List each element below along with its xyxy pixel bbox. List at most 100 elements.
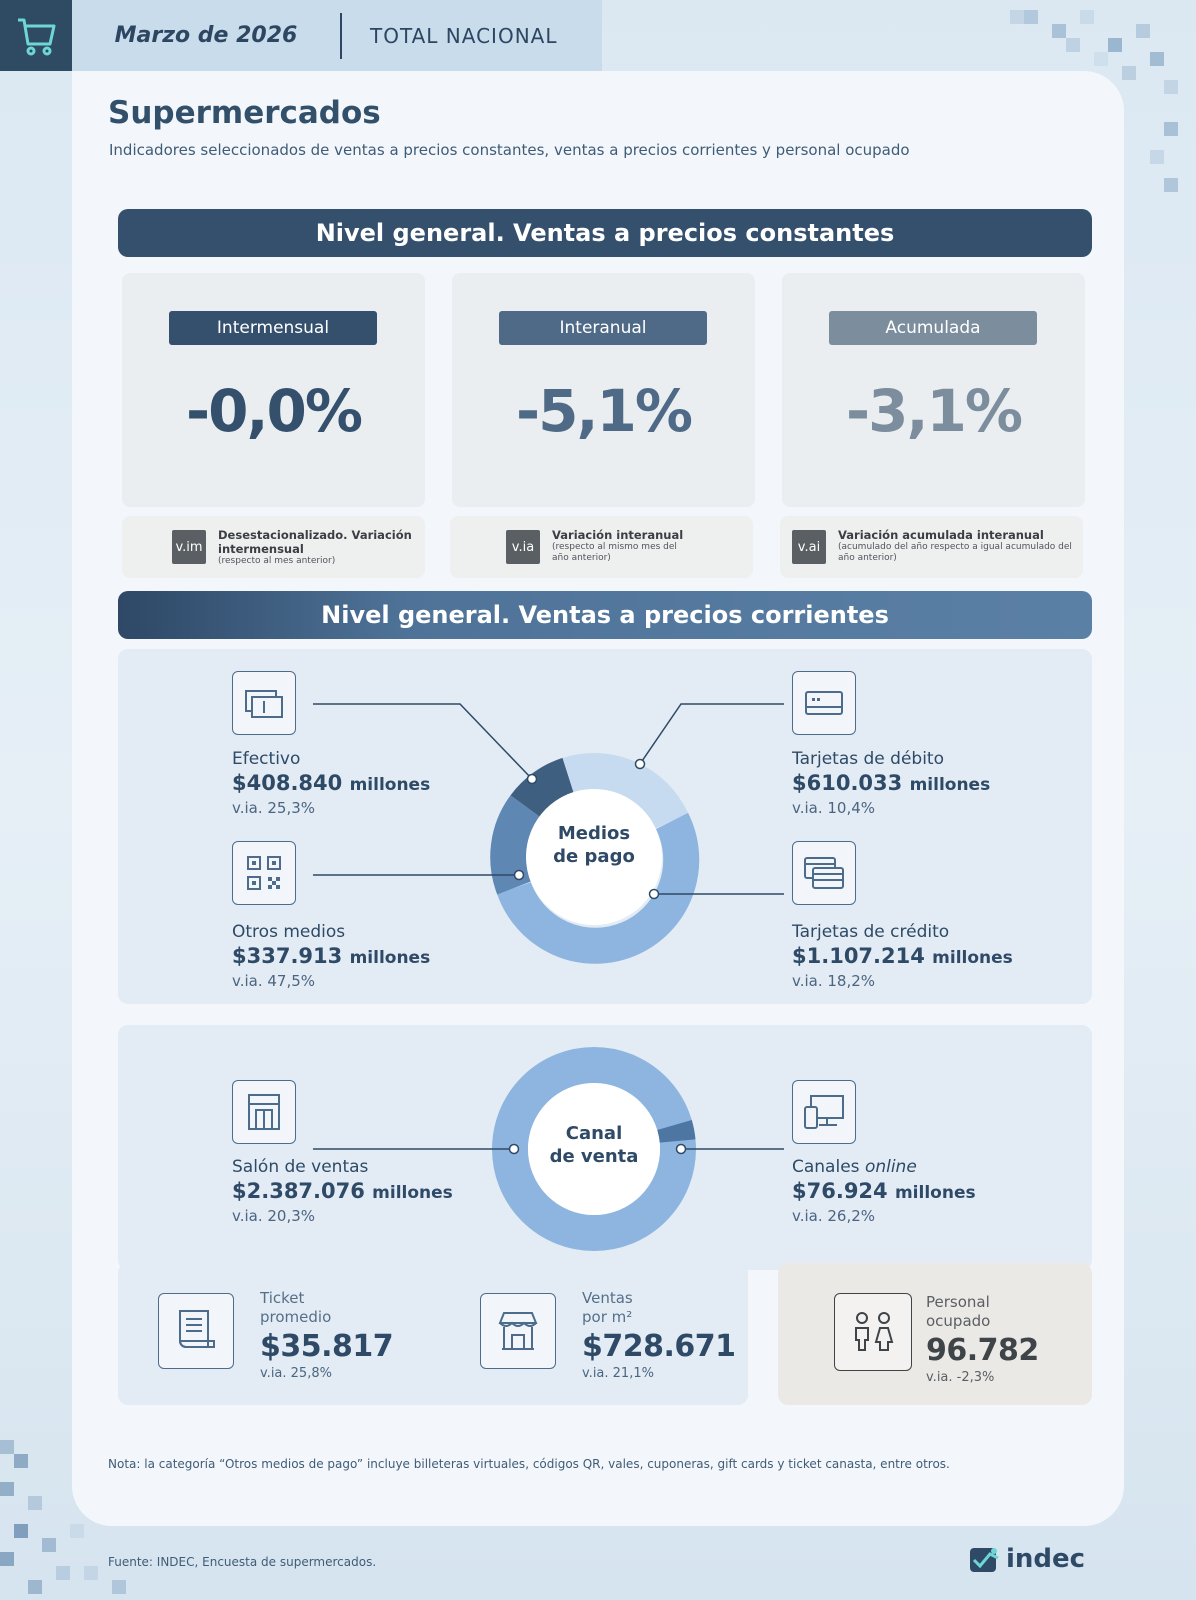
item-value: $1.107.214 — [792, 944, 925, 968]
main-card: Supermercados Indicadores seleccionados … — [72, 71, 1124, 1526]
kpi-card-acumulada: Acumulada -3,1% — [782, 273, 1085, 507]
kpi-value: -0,0% — [186, 377, 363, 445]
item-variation: v.ia. 26,2% — [792, 1207, 876, 1225]
stat-variation: v.ia. 25,8% — [260, 1366, 332, 1381]
legend-via: v.ia Variación interanual (respecto al m… — [450, 516, 753, 578]
qr-code-icon-box — [232, 841, 296, 905]
indec-logo: indec — [968, 1544, 1085, 1574]
legend-main: Variación interanual — [552, 528, 684, 542]
payment-item-otros: Otros medios $337.913 millones v.ia. 47,… — [232, 922, 430, 990]
credit-cards-icon-box — [792, 841, 856, 905]
cash-icon — [245, 690, 283, 718]
channel-item-salon: Salón de ventas $2.387.076 millones v.ia… — [232, 1157, 453, 1225]
item-label: Otros medios — [232, 922, 346, 942]
item-unit: millones — [909, 775, 991, 795]
shop-front-icon-box — [480, 1293, 556, 1369]
shop-front-icon — [498, 1312, 538, 1350]
item-value: $337.913 — [232, 944, 343, 968]
stat-label-line2: promedio — [260, 1308, 332, 1326]
item-label-emphasis: online — [864, 1157, 917, 1177]
pixel-mosaic-top-right — [980, 0, 1196, 260]
donut-center-line2: de venta — [550, 1146, 639, 1167]
legend-badge: v.ia — [506, 530, 540, 564]
stat-label-line2: por m² — [582, 1308, 633, 1326]
donut-segment-efectivo — [510, 757, 575, 818]
shopping-cart-icon — [18, 18, 56, 55]
item-variation: v.ia. 25,3% — [232, 799, 316, 817]
kpi-card-intermensual: Intermensual -0,0% — [122, 273, 425, 507]
item-label: Tarjetas de crédito — [792, 922, 950, 942]
payment-methods-panel: Medios de pago Efectivo $408.840 millone… — [118, 649, 1092, 1004]
item-label: Salón de ventas — [232, 1157, 369, 1177]
receipt-icon-box — [158, 1293, 234, 1369]
debit-card-icon — [805, 691, 843, 715]
credit-cards-icon — [804, 857, 844, 889]
cart-icon-box — [0, 0, 72, 71]
item-unit: millones — [894, 1183, 976, 1203]
stat-value: $728.671 — [582, 1329, 736, 1364]
donut-center-line1: Medios — [558, 823, 630, 844]
section-heading-current: Nivel general. Ventas a precios corrient… — [118, 591, 1092, 639]
item-label: Efectivo — [232, 749, 301, 769]
stat-label-line1: Ventas — [582, 1289, 633, 1307]
sales-channel-panel: Canal de venta Salón de ventas $2.387.07… — [118, 1025, 1092, 1270]
item-variation: v.ia. 10,4% — [792, 799, 876, 817]
stat-ticket: Ticket promedio $35.817 v.ia. 25,8% — [260, 1289, 394, 1381]
receipt-icon — [179, 1310, 215, 1348]
donut-center-line1: Canal — [566, 1123, 623, 1144]
legend-vim: v.im Desestacionalizado. Variación inter… — [122, 516, 425, 578]
store-building-icon — [248, 1094, 280, 1130]
payment-item-credito: Tarjetas de crédito $1.107.214 millones … — [792, 922, 1013, 990]
kpi-tag: Interanual — [499, 311, 707, 345]
debit-card-icon-box — [792, 671, 856, 735]
page-title: Supermercados — [108, 95, 381, 131]
item-value: $76.924 — [792, 1179, 888, 1203]
item-value: $610.033 — [792, 771, 903, 795]
item-unit: millones — [349, 948, 431, 968]
legend-vai: v.ai Variación acumulada interanual (acu… — [780, 516, 1083, 578]
section-heading-constant: Nivel general. Ventas a precios constant… — [118, 209, 1092, 257]
report-scope: TOTAL NACIONAL — [370, 23, 558, 48]
cash-icon-box — [232, 671, 296, 735]
legend-note: (respecto al mes anterior) — [218, 556, 336, 566]
item-variation: v.ia. 20,3% — [232, 1207, 316, 1225]
indec-logo-icon — [970, 1548, 999, 1572]
kpi-card-interanual: Interanual -5,1% — [452, 273, 755, 507]
people-icon — [855, 1312, 894, 1351]
legend-note: (acumulado del año respecto a igual acum… — [838, 542, 1072, 563]
item-label: Tarjetas de débito — [792, 749, 944, 769]
legend-main: Desestacionalizado. Variación intermensu… — [218, 528, 412, 556]
people-icon-box — [834, 1293, 912, 1371]
stat-ventas-m2: Ventas por m² $728.671 v.ia. 21,1% — [582, 1289, 736, 1381]
donut-segment-online — [657, 1119, 696, 1144]
item-value: $408.840 — [232, 771, 343, 795]
stat-variation: v.ia. 21,1% — [582, 1366, 654, 1381]
item-unit: millones — [349, 775, 431, 795]
item-label: Canales — [792, 1157, 860, 1177]
stat-label-line1: Personal — [926, 1293, 990, 1311]
channel-item-online: Canales online $76.924 millones v.ia. 26… — [792, 1157, 976, 1225]
item-value: $2.387.076 — [232, 1179, 365, 1203]
channel-donut-chart: Canal de venta — [313, 1047, 784, 1251]
stat-label-line1: Ticket — [260, 1289, 305, 1307]
payment-donut-chart: Medios de pago — [313, 703, 784, 964]
kpi-value: -3,1% — [846, 377, 1023, 445]
payment-item-debito: Tarjetas de débito $610.033 millones v.i… — [792, 749, 990, 817]
source-text: Fuente: INDEC, Encuesta de supermercados… — [108, 1555, 377, 1569]
kpi-tag: Intermensual — [169, 311, 377, 345]
stat-label-line2: ocupado — [926, 1312, 991, 1330]
stat-variation: v.ia. -2,3% — [926, 1370, 995, 1385]
donut-segment-debito — [562, 753, 689, 830]
legend-main: Variación acumulada interanual — [838, 528, 1044, 542]
header-bar: Marzo de 2026 TOTAL NACIONAL — [72, 0, 602, 71]
pixel-mosaic-bottom-left — [0, 1330, 160, 1600]
legend-badge: v.ai — [792, 530, 826, 564]
item-unit: millones — [372, 1183, 453, 1203]
kpi-value: -5,1% — [516, 377, 693, 445]
stats-box-sales: Ticket promedio $35.817 v.ia. 25,8% Vent… — [118, 1263, 748, 1405]
item-variation: v.ia. 47,5% — [232, 972, 316, 990]
logo-text: indec — [1006, 1544, 1086, 1574]
stat-value: 96.782 — [926, 1333, 1039, 1368]
item-variation: v.ia. 18,2% — [792, 972, 876, 990]
donut-center-line2: de pago — [553, 846, 635, 867]
